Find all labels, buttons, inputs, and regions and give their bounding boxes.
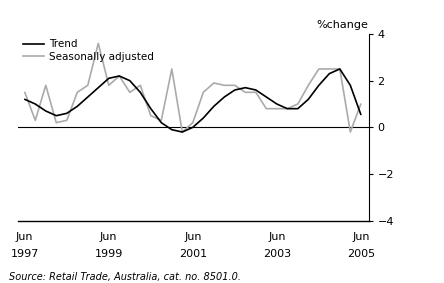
Legend: Trend, Seasonally adjusted: Trend, Seasonally adjusted (23, 39, 154, 62)
Text: Source: Retail Trade, Australia, cat. no. 8501.0.: Source: Retail Trade, Australia, cat. no… (9, 272, 241, 282)
Text: Jun: Jun (352, 232, 369, 242)
Text: Jun: Jun (100, 232, 118, 242)
Text: 1997: 1997 (11, 248, 39, 258)
Text: 2003: 2003 (263, 248, 291, 258)
Text: %change: %change (317, 20, 369, 30)
Text: 2001: 2001 (179, 248, 207, 258)
Text: 1999: 1999 (95, 248, 123, 258)
Text: 2005: 2005 (347, 248, 375, 258)
Text: Jun: Jun (16, 232, 34, 242)
Text: Jun: Jun (184, 232, 202, 242)
Text: Jun: Jun (268, 232, 285, 242)
